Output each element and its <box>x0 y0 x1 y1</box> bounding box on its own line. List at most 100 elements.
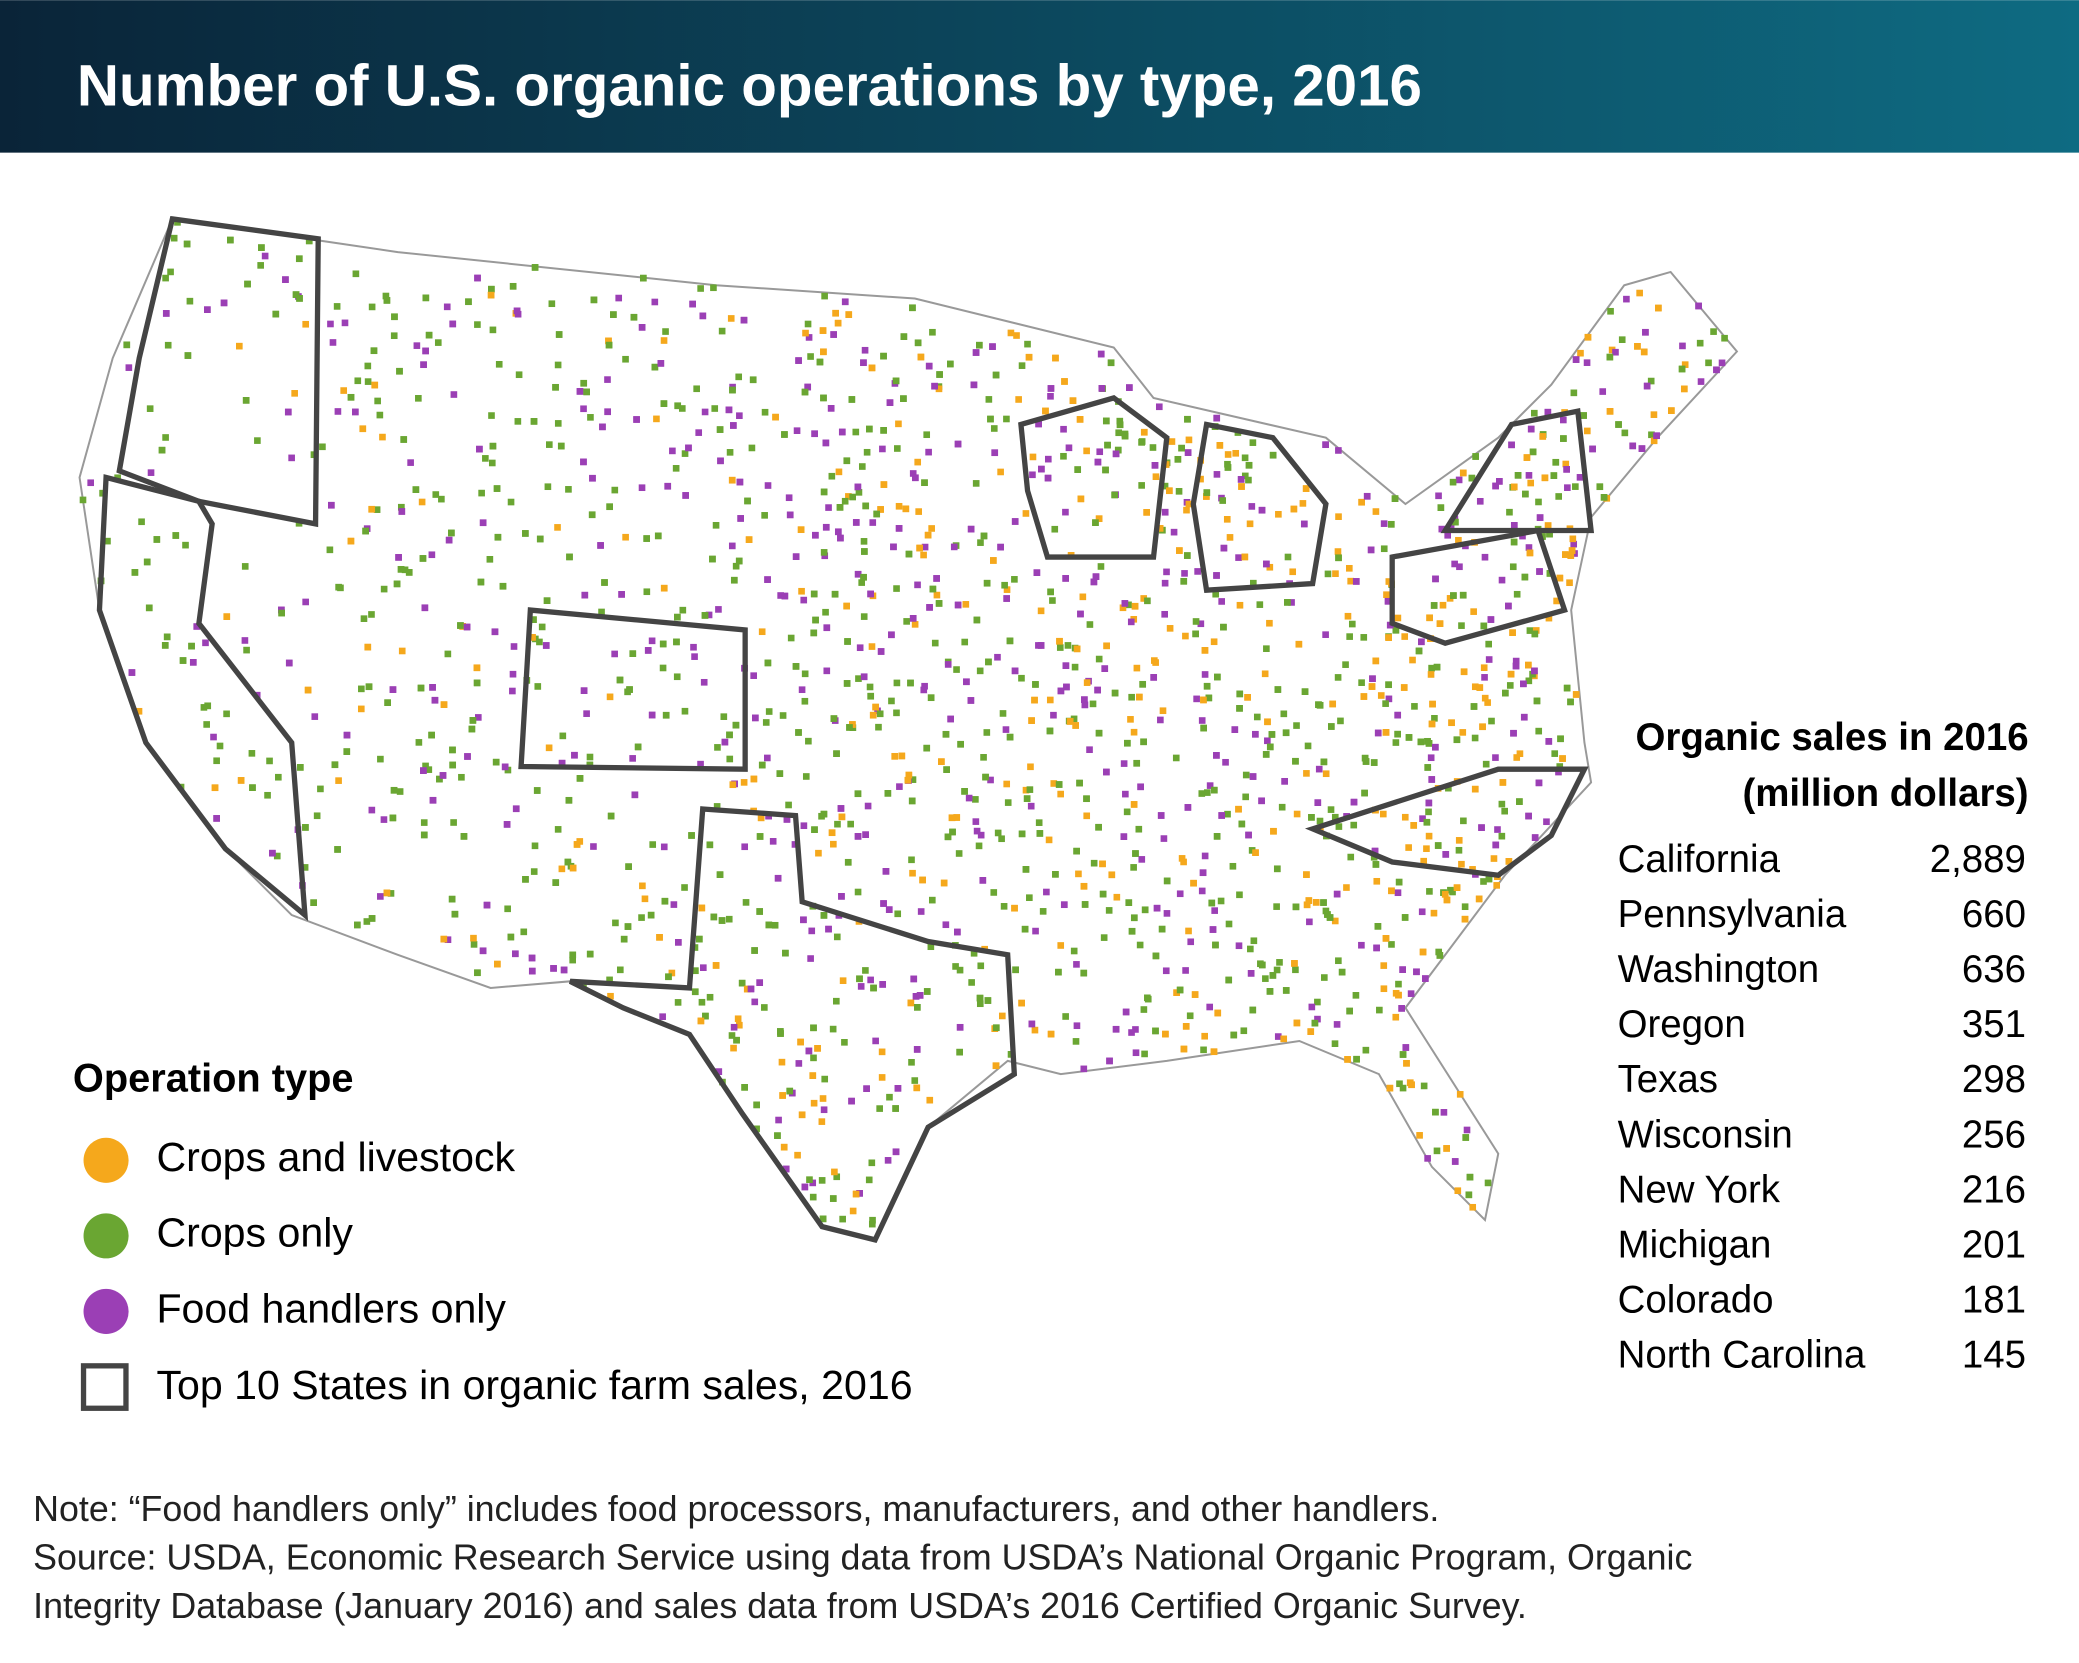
operation-dot <box>1461 915 1469 923</box>
operation-dot <box>873 510 881 518</box>
operation-dot <box>949 828 956 836</box>
operation-dot <box>580 405 587 413</box>
operation-dot <box>1213 833 1221 840</box>
operation-dot <box>753 1101 760 1109</box>
operation-dot <box>1306 918 1313 926</box>
operation-dot <box>838 813 846 821</box>
operation-dot <box>1388 887 1395 895</box>
operation-dot <box>431 696 439 704</box>
operation-dot <box>701 612 709 619</box>
operation-dot <box>1211 907 1218 914</box>
operation-dot <box>1434 842 1442 849</box>
operation-dot <box>942 730 950 738</box>
operation-dot <box>182 541 189 549</box>
operation-dot <box>1362 758 1370 765</box>
operation-dot <box>1369 675 1376 683</box>
operation-dot <box>985 658 992 666</box>
operation-dot <box>1242 793 1249 801</box>
operation-dot <box>1086 621 1094 628</box>
operation-dot <box>1468 474 1476 482</box>
operation-dot <box>1623 295 1630 303</box>
state-name: Texas <box>1618 1058 1718 1101</box>
operation-dot <box>1431 715 1438 722</box>
operation-dot <box>1201 1032 1208 1040</box>
operation-dot <box>913 1084 921 1092</box>
operation-dot <box>1006 733 1014 741</box>
operation-dot <box>1075 870 1082 878</box>
operation-dot <box>649 841 657 848</box>
operation-dot <box>820 810 828 818</box>
operation-dot <box>638 324 646 331</box>
operation-dot <box>1203 493 1210 500</box>
operation-dot <box>1136 941 1144 949</box>
operation-dot <box>801 697 809 705</box>
operation-dot <box>622 355 629 363</box>
operation-dot <box>241 563 249 570</box>
operation-dot <box>795 729 802 736</box>
operation-dot <box>810 629 818 637</box>
operation-dot <box>242 397 250 404</box>
operation-dot <box>347 537 355 545</box>
operation-dot <box>1443 896 1451 904</box>
operation-dot <box>377 893 384 900</box>
operation-dot <box>512 805 520 813</box>
operation-dot <box>1553 597 1560 605</box>
operation-dot <box>675 939 682 946</box>
operation-dot <box>167 268 174 276</box>
operation-dot <box>566 553 573 561</box>
operation-dot <box>682 492 689 499</box>
operation-dot <box>1427 754 1435 762</box>
operation-dot <box>786 1087 794 1095</box>
operation-dot <box>834 820 841 828</box>
operation-dot <box>1182 1023 1190 1030</box>
operation-dot <box>855 489 863 496</box>
operation-dot <box>895 420 902 428</box>
state-outline <box>1389 527 1568 647</box>
operation-dot <box>1116 421 1124 429</box>
operation-dot <box>1529 448 1537 456</box>
operation-dot <box>714 744 721 751</box>
operation-dot <box>1429 700 1436 708</box>
operation-dot <box>528 954 536 962</box>
operation-dot <box>992 371 1000 379</box>
operation-dot <box>1387 520 1395 528</box>
operation-dot <box>811 430 818 438</box>
operation-dot <box>1363 492 1371 500</box>
operation-dot <box>808 927 816 935</box>
operation-dot <box>1555 768 1562 776</box>
operation-dot <box>1510 522 1518 529</box>
operation-dot <box>439 772 447 779</box>
operation-dot <box>1545 614 1553 622</box>
operation-dot <box>1320 758 1328 766</box>
operation-dot <box>849 493 856 501</box>
operation-dot <box>923 431 931 439</box>
operation-dot <box>823 624 831 632</box>
operation-dot <box>1163 568 1170 576</box>
operation-dot <box>1513 590 1521 598</box>
operation-dot <box>878 1074 886 1081</box>
operation-dot <box>528 967 536 975</box>
operation-dot <box>1193 695 1200 703</box>
operation-dot <box>854 833 862 840</box>
operation-dot <box>1519 532 1526 540</box>
operation-dot <box>588 511 596 519</box>
operation-dot <box>396 788 404 795</box>
operation-dot <box>449 320 457 328</box>
operation-dot <box>163 633 171 641</box>
operation-dot <box>1046 727 1054 735</box>
operation-dot <box>919 876 926 884</box>
operation-dot <box>893 679 901 687</box>
operation-dot <box>756 979 764 986</box>
operation-dot <box>633 416 640 423</box>
operation-dot <box>397 503 405 511</box>
operation-dot <box>576 388 584 395</box>
operation-dot <box>1335 513 1342 520</box>
operation-dot <box>1322 441 1329 449</box>
operation-dot <box>1334 548 1342 555</box>
operation-dot <box>1469 1203 1477 1211</box>
operation-dot <box>1697 378 1705 385</box>
operation-dot <box>1681 361 1689 368</box>
operation-dot <box>738 979 746 987</box>
